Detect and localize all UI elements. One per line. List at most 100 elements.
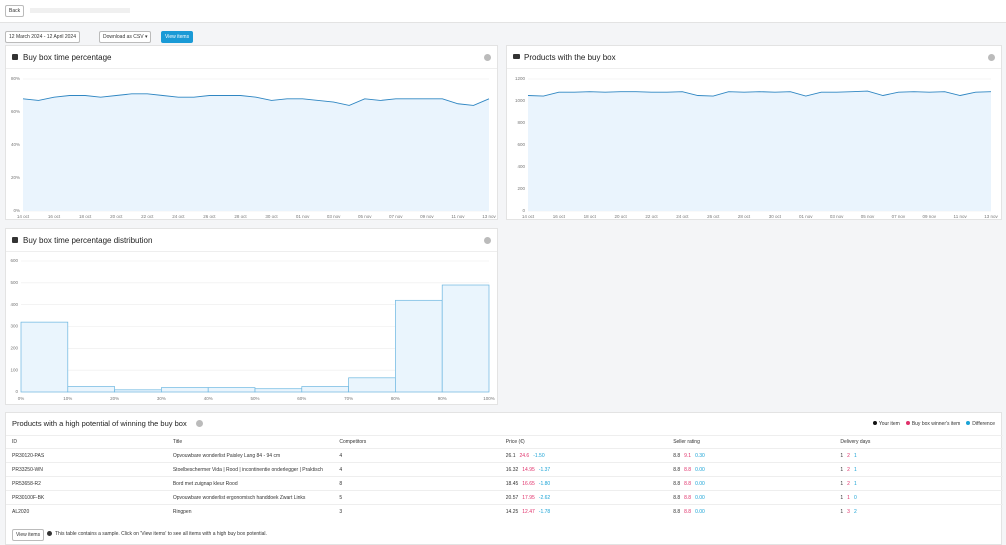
info-icon[interactable] <box>196 420 203 427</box>
view-items-button[interactable]: View items <box>12 529 45 541</box>
cell-value: -1.78 <box>538 508 551 515</box>
view-items-button[interactable]: View items <box>161 31 194 43</box>
cell-value: 1 <box>853 452 857 459</box>
cell-value: 2 <box>847 452 850 459</box>
y-tick-label: 400 <box>10 302 18 307</box>
x-tick-label: 01 nov <box>296 214 310 219</box>
table-row: PR30100F-BK Opvouwbare wonderlist ergonom… <box>6 490 1003 505</box>
x-tick-label: 07 nov <box>892 214 906 219</box>
table-cell: Ringpen <box>166 504 334 518</box>
x-tick-label: 30 oct <box>769 214 782 219</box>
cell-value: 8.8 <box>673 480 681 487</box>
breadcrumb-placeholder <box>30 8 130 13</box>
legend-label: Your item <box>878 421 900 427</box>
table-cell: Opvouwbare wonderlist Paisley Lang 84 - … <box>166 448 334 463</box>
table-cell: 3 <box>333 504 500 518</box>
y-tick-label: 80% <box>11 76 20 81</box>
chart-panel: Buy box time percentage distribution 0 10… <box>5 228 498 405</box>
cell-value: 9.1 <box>684 452 692 459</box>
x-tick-label: 10% <box>63 396 72 401</box>
cell-value: 17.95 <box>522 494 535 501</box>
header-row: ID Title Competitors Price (€) Seller rating… <box>6 435 1003 449</box>
x-tick-label: 40% <box>204 396 213 401</box>
table-cell: 4 <box>333 448 500 463</box>
cell-value: 0.30 <box>695 452 705 459</box>
cell-value: 2 <box>847 466 850 473</box>
column-header: ID <box>6 435 167 449</box>
cell-value: 1 <box>853 480 857 487</box>
date-range: 12 March 2024 - 12 April 2024 <box>9 34 76 40</box>
table-cell: Opvouwbare wonderlist ergonomisch handdo… <box>166 490 334 505</box>
x-tick-label: 11 nov <box>954 214 968 219</box>
table: ID Title Competitors Price (€) Seller rating… <box>6 435 1003 518</box>
cell-value: 1 <box>847 494 850 501</box>
x-tick-label: 90% <box>438 396 447 401</box>
column-header: Title <box>166 435 334 449</box>
y-tick-label: 500 <box>10 280 18 285</box>
cell-value: 2 <box>853 508 857 515</box>
download-button[interactable]: Download as CSV ▾ <box>99 31 152 43</box>
table-cell: 8 <box>333 476 500 491</box>
y-tick-label: 1000 <box>515 98 526 103</box>
table-panel: Products with a high potential of winnin… <box>5 412 1003 545</box>
x-tick-label: 50% <box>250 396 259 401</box>
column-header: Competitors <box>333 435 500 449</box>
chart: 0% 20% 40% 60% 80% 14 oct 16 oct 18 oct 20 oct 22… <box>11 76 497 219</box>
x-tick-label: 26 oct <box>707 214 720 219</box>
back-button[interactable]: Back <box>5 5 25 17</box>
bar <box>20 321 69 393</box>
y-tick-label: 600 <box>517 142 525 147</box>
x-tick-label: 03 nov <box>327 214 341 219</box>
x-tick-label: 18 oct <box>79 214 92 219</box>
column-header: Delivery days <box>834 435 1003 449</box>
chart-panel: Products with the buy box 0 200 400 600 800 1… <box>506 45 1002 220</box>
table-cell: 5 <box>333 490 500 505</box>
bar <box>301 386 349 393</box>
x-tick-label: 70% <box>344 396 353 401</box>
info-icon[interactable] <box>988 54 995 61</box>
y-tick-label: 1200 <box>515 76 526 81</box>
cell-value: 8.8 <box>673 508 681 515</box>
y-tick-label: 0 <box>522 208 525 213</box>
table-cell: Stoelbeschermer Vida | Rood | incontinen… <box>166 462 334 477</box>
cell-value: 1 <box>840 494 844 501</box>
y-tick-label: 0% <box>13 208 20 213</box>
bar <box>395 299 443 393</box>
cell-value: 0.00 <box>695 466 705 473</box>
chart-title: Products with the buy box <box>524 53 616 62</box>
x-tick-label: 13 nov <box>482 214 496 219</box>
y-tick-label: 200 <box>10 346 18 351</box>
cell-value: 8.8 <box>684 494 692 501</box>
cell-value: 8.8 <box>673 452 681 459</box>
cell-value: 14.25 <box>505 508 519 515</box>
icon <box>513 54 520 59</box>
cell-value: 18.45 <box>505 480 519 487</box>
cell-value: 1 <box>840 452 844 459</box>
panel-header: Products with the buy box <box>507 46 1001 69</box>
line <box>22 93 490 106</box>
y-tick-label: 400 <box>517 164 525 169</box>
info-icon[interactable] <box>484 237 491 244</box>
x-tick-label: 100% <box>483 396 495 401</box>
table-cell: 8.8 9.1 0.30 <box>667 448 835 463</box>
panel-header: Buy box time percentage <box>6 46 497 69</box>
x-tick-label: 28 oct <box>234 214 247 219</box>
info-icon[interactable] <box>484 54 491 61</box>
y-tick-label: 300 <box>10 324 18 329</box>
cell-value: 8.8 <box>673 494 681 501</box>
x-tick-label: 13 nov <box>984 214 998 219</box>
line <box>527 90 992 97</box>
date-picker[interactable]: 12 March 2024 - 12 April 2024 <box>5 31 80 43</box>
y-tick-label: 200 <box>517 186 525 191</box>
cell-value: 2 <box>847 480 850 487</box>
table-cell: 20.57 17.95 -2.62 <box>499 490 668 505</box>
bar <box>67 386 115 393</box>
cell-value: 16.32 <box>505 466 519 473</box>
table-cell: 26.1 24.6 -1.50 <box>499 448 668 463</box>
table-title: Products with a high potential of winnin… <box>12 419 187 428</box>
column-header: Seller rating <box>667 435 835 449</box>
